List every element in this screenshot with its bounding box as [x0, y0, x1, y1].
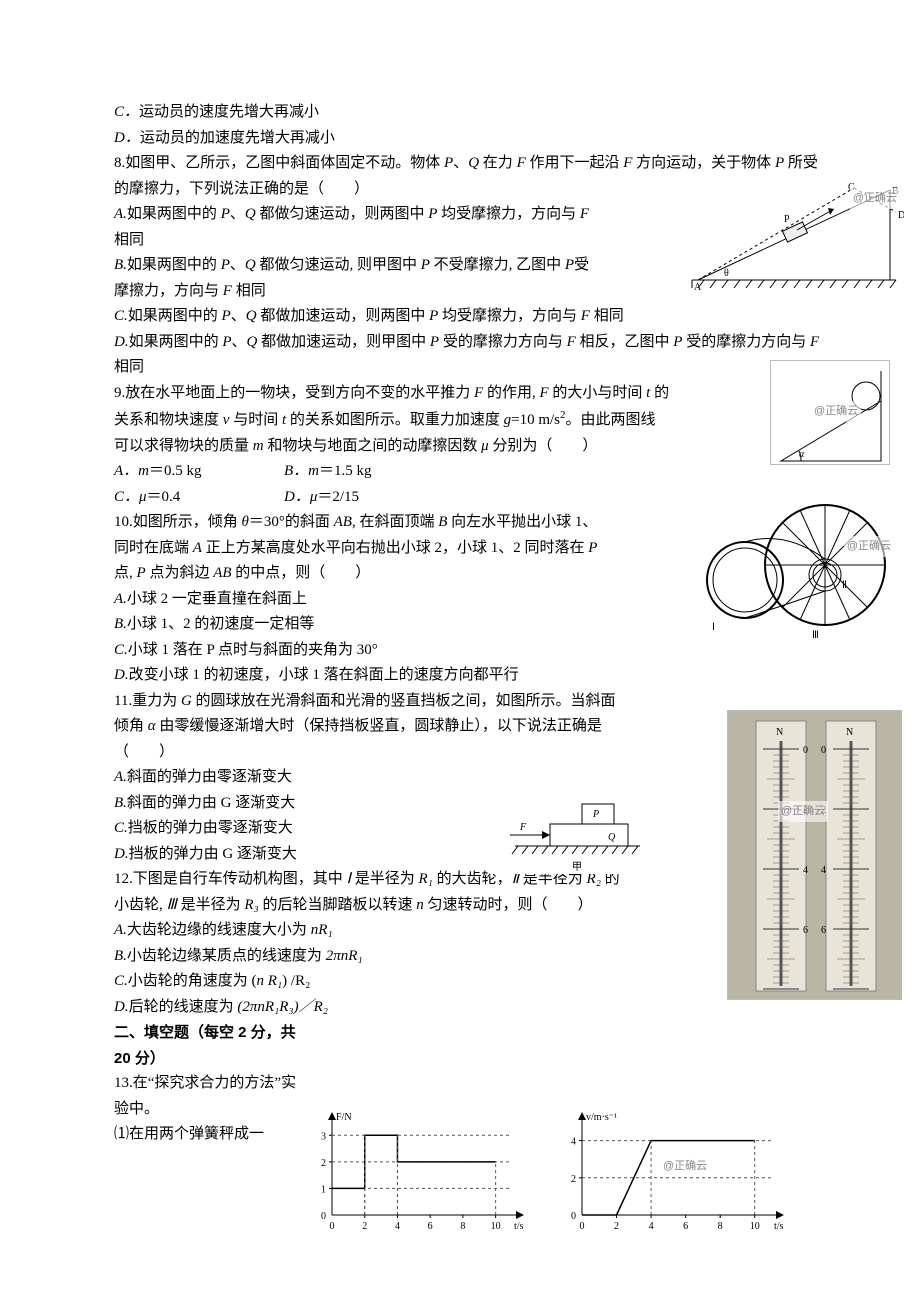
- chart-v-t: 0 2 4 6 8 10 0 2 4 v/m·s⁻¹ t/s @正确云: [550, 1108, 790, 1233]
- svg-text:8: 8: [718, 1221, 723, 1232]
- svg-text:F/N: F/N: [336, 1112, 352, 1123]
- svg-text:6: 6: [683, 1221, 688, 1232]
- q7-optD: D．运动员的加速度先增大再减小: [114, 126, 820, 152]
- svg-text:t/s: t/s: [774, 1221, 784, 1232]
- fig-triangle-yi: A B C D P θ @正确云: [684, 182, 904, 290]
- watermark: @正确云: [778, 801, 828, 822]
- section-2-title: 二、填空题（每空 2 分，共 20 分）: [114, 1020, 820, 1071]
- watermark: @正确云: [660, 1156, 710, 1177]
- fig-incline-ball: α @正确云: [770, 360, 890, 465]
- q8-optD: D.如果两图中的 P、Q 都做加速运动，则甲图中 P 受的摩擦力方向与 F 相反…: [114, 330, 820, 381]
- q9-stem: 9.放在水平地面上的一物块，受到方向不变的水平推力 F 的作用, F 的大小与时…: [114, 381, 820, 460]
- label-A: A: [694, 282, 702, 290]
- svg-text:4: 4: [395, 1221, 400, 1232]
- svg-text:0: 0: [571, 1211, 576, 1222]
- label-II: Ⅱ: [842, 580, 847, 591]
- label-D: D: [898, 210, 904, 221]
- q8-optC: C.如果两图中的 P、Q 都做加速运动，则两图中 P 均受摩擦力，方向与 F 相…: [114, 304, 820, 330]
- svg-text:1: 1: [321, 1184, 326, 1195]
- watermark: @正确云: [850, 188, 900, 209]
- q12-stem: 12.下图是自行车传动机构图，其中 Ⅰ 是半径为 R₁ 的大齿轮，Ⅱ 是半径为 …: [114, 867, 820, 918]
- label-III: Ⅲ: [812, 630, 819, 640]
- label-I: Ⅰ: [712, 622, 715, 633]
- svg-text:0: 0: [821, 745, 826, 756]
- svg-text:4: 4: [649, 1221, 654, 1232]
- q12-optC: C.小齿轮的角速度为 (n R₁) /R₂: [114, 969, 820, 995]
- q11-optCD: C.挡板的弹力由零逐渐变大D.挡板的弹力由 G 逐渐变大: [114, 816, 820, 867]
- N-left: N: [776, 727, 783, 738]
- svg-text:0: 0: [580, 1221, 585, 1232]
- svg-text:3: 3: [321, 1131, 326, 1142]
- svg-text:0: 0: [330, 1221, 335, 1232]
- caption-jia: 甲: [572, 862, 582, 873]
- svg-text:t/s: t/s: [514, 1221, 524, 1232]
- q12-optD: D.后轮的线速度为 (2πnR₁R₃)／R₂: [114, 995, 820, 1021]
- svg-text:10: 10: [491, 1221, 501, 1232]
- N-right: N: [846, 727, 853, 738]
- svg-text:0: 0: [321, 1211, 326, 1222]
- svg-text:2: 2: [321, 1158, 326, 1169]
- svg-text:10: 10: [750, 1221, 760, 1232]
- svg-text:2: 2: [614, 1221, 619, 1232]
- q7-optC: C．运动员的速度先增大再减小: [114, 100, 820, 126]
- svg-text:8: 8: [460, 1221, 465, 1232]
- fig-block-pq: F P Q 甲: [490, 784, 645, 874]
- label-theta: θ: [724, 268, 729, 279]
- label-Q: Q: [608, 832, 616, 843]
- svg-text:2: 2: [362, 1221, 367, 1232]
- q12-optB: B.小齿轮边缘某质点的线速度为 2πnR₁: [114, 944, 820, 970]
- chart-F-t: 0 2 4 6 8 10 0 1 2 3 F/N t/s: [300, 1108, 530, 1233]
- svg-text:4: 4: [571, 1137, 576, 1148]
- svg-text:6: 6: [821, 925, 826, 936]
- svg-text:v/m·s⁻¹: v/m·s⁻¹: [586, 1112, 617, 1123]
- label-P: P: [784, 214, 790, 225]
- label-P: P: [592, 809, 599, 820]
- q11-stem: 11.重力为 G 的圆球放在光滑斜面和光滑的竖直挡板之间，如图所示。当斜面倾角 …: [114, 689, 820, 766]
- svg-text:4: 4: [803, 865, 808, 876]
- svg-text:0: 0: [803, 745, 808, 756]
- svg-text:2: 2: [571, 1174, 576, 1185]
- fig-gears: Ⅰ Ⅱ Ⅲ @正确云: [700, 490, 900, 640]
- svg-text:6: 6: [428, 1221, 433, 1232]
- q10-optC: C.小球 1 落在 P 点时与斜面的夹角为 30°: [114, 638, 820, 664]
- label-F: F: [519, 822, 527, 833]
- watermark: @正确云: [811, 401, 861, 422]
- q10-optD: D.改变小球 1 的初速度，小球 1 落在斜面上的速度方向都平行: [114, 663, 820, 689]
- q11-optAB: A.斜面的弹力由零逐渐变大B.斜面的弹力由 G 逐渐变大: [114, 765, 820, 816]
- q12-optA: A.大齿轮边缘的线速度大小为 nR₁: [114, 918, 820, 944]
- fig-ruler: N N 02460246 @正确云 {"major":[38,98,158,21…: [727, 710, 902, 1000]
- q9-optAB: A．m＝0.5 kgB．m＝1.5 kg: [114, 459, 820, 485]
- svg-text:4: 4: [821, 865, 826, 876]
- svg-text:6: 6: [803, 925, 808, 936]
- watermark: @正确云: [844, 536, 894, 557]
